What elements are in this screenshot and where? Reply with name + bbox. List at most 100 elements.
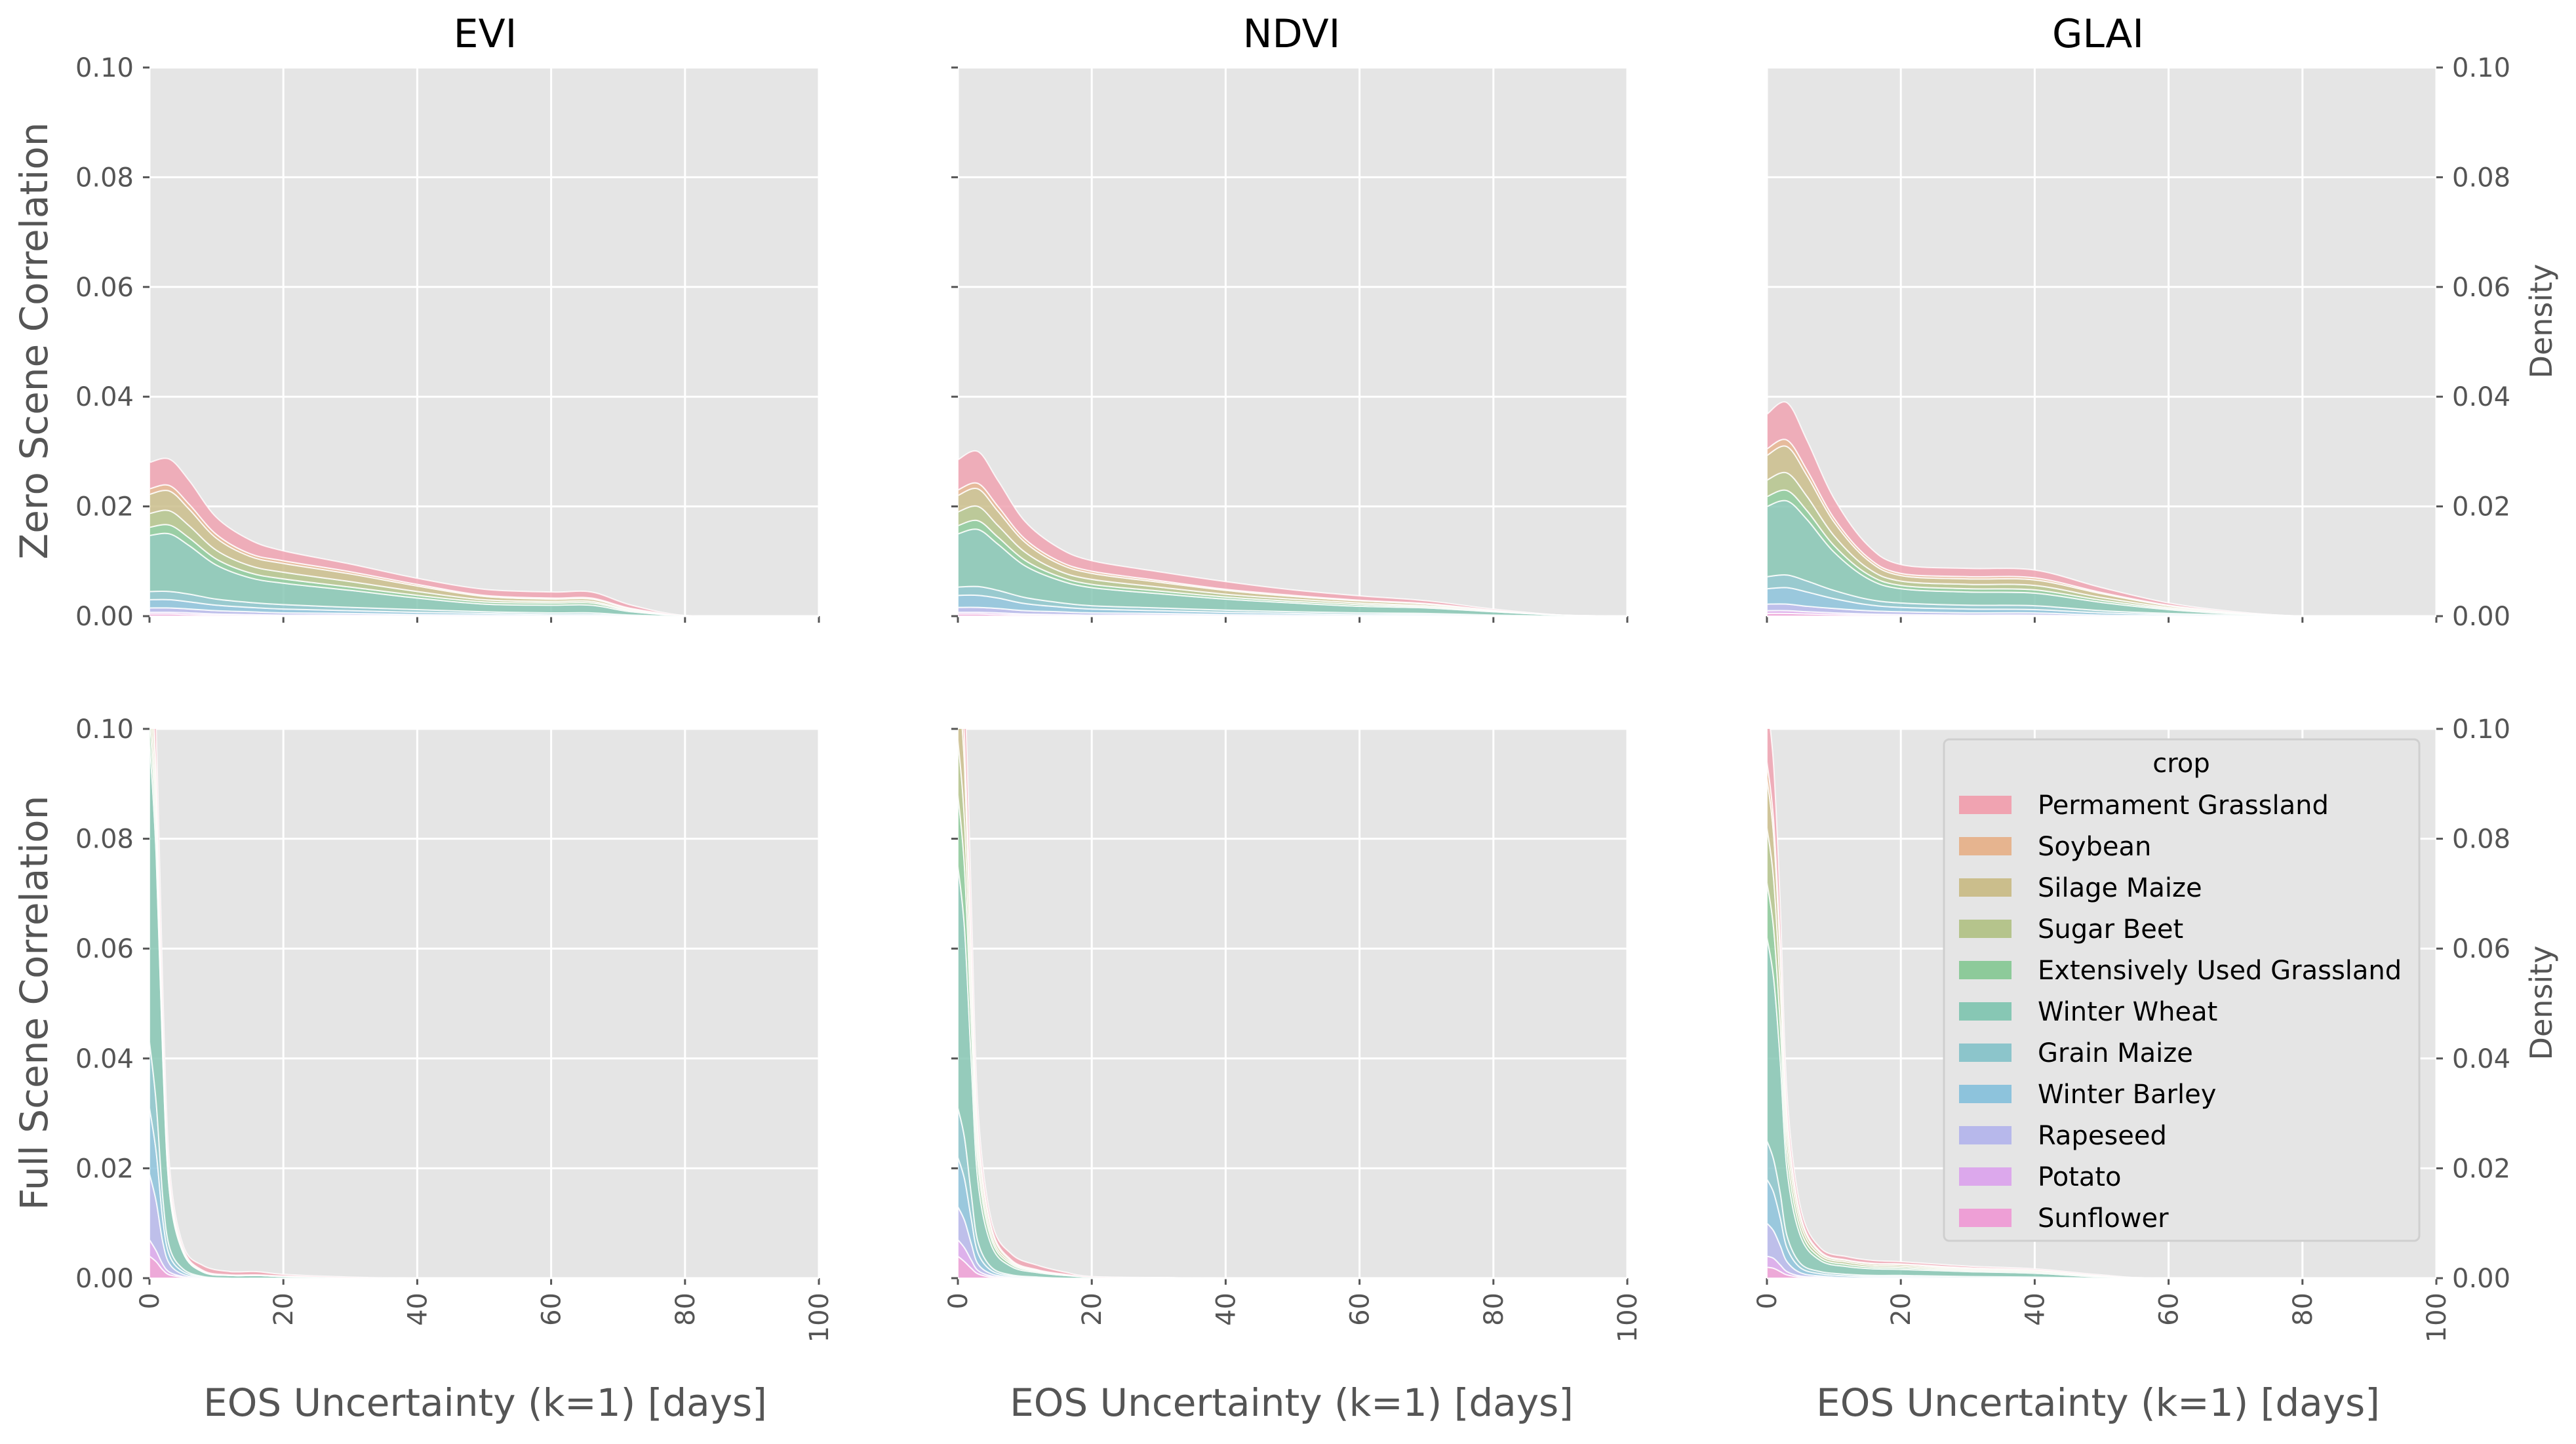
legend-label: Winter Wheat: [2038, 997, 2217, 1027]
y-tick-label: 0.08: [75, 825, 134, 855]
y-tick-label-right: 0.08: [2452, 163, 2510, 193]
y-tick-label-right: 0.10: [2452, 714, 2510, 745]
row-label-zero-scene: Zero Scene Correlation: [12, 123, 56, 560]
legend-label: Sugar Beet: [2038, 914, 2183, 945]
legend-label: Potato: [2038, 1162, 2122, 1192]
y-tick-label-right: 0.00: [2452, 602, 2510, 632]
legend-swatch: [1959, 961, 2011, 979]
y-tick-label: 0.00: [75, 1264, 134, 1294]
x-tick-label: 0: [135, 1293, 165, 1309]
x-tick-label: 80: [671, 1293, 701, 1326]
legend-label: Soybean: [2038, 832, 2151, 862]
x-tick-label: 100: [1613, 1293, 1643, 1342]
legend-label: Rapeseed: [2038, 1121, 2167, 1151]
legend-item-permament-grassland: Permament Grassland: [1959, 790, 2329, 821]
legend-label: Extensively Used Grassland: [2038, 956, 2402, 986]
legend-label: Silage Maize: [2038, 873, 2202, 903]
plot-background: [149, 68, 819, 616]
stack-areas: [149, 729, 819, 1278]
legend-item-sunflower: Sunflower: [1959, 1203, 2169, 1234]
y-tick-label-right: 0.02: [2452, 492, 2510, 522]
legend-swatch: [1959, 1085, 2011, 1103]
x-axis-label-ndvi: EOS Uncertainty (k=1) [days]: [1010, 1380, 1574, 1425]
x-axis-label-evi: EOS Uncertainty (k=1) [days]: [203, 1380, 767, 1425]
legend: crop Permament Grassland Soybean Silage Ma…: [1943, 738, 2421, 1242]
area-permament-grassland: [1767, 729, 2436, 1278]
legend-item-soybean: Soybean: [1959, 832, 2151, 862]
y-tick-label: 0.04: [75, 1044, 134, 1074]
legend-swatch: [1959, 1002, 2011, 1021]
legend-item-rapeseed: Rapeseed: [1959, 1121, 2167, 1151]
panel-evi-zero: 0.00 0.02 0.04 0.06 0.08 0.10: [75, 53, 820, 632]
x-tick-label: 40: [1211, 1293, 1241, 1326]
legend-swatch: [1959, 837, 2011, 855]
stack-areas: [1767, 729, 2436, 1278]
plot-background: [958, 729, 1627, 1278]
x-tick-label: 80: [1479, 1293, 1509, 1326]
x-tick-label: 40: [403, 1293, 433, 1326]
x-tick-label: 0: [943, 1293, 974, 1309]
x-tick-label: 40: [2020, 1293, 2050, 1326]
legend-label: Winter Barley: [2038, 1080, 2216, 1110]
labels-layer: EVI NDVI GLAI Zero Scene Correlation Ful…: [12, 11, 2559, 1425]
x-tick-label: 60: [1345, 1293, 1376, 1326]
right-axis-label-bottom: Density: [2524, 946, 2559, 1061]
legend-item-winter-barley: Winter Barley: [1959, 1080, 2216, 1110]
legend-box: [1943, 738, 2421, 1242]
column-title-evi: EVI: [454, 11, 517, 57]
legend-swatch: [1959, 1209, 2011, 1227]
right-axis-label-top: Density: [2524, 264, 2559, 379]
y-tick-label-right: 0.10: [2452, 53, 2510, 83]
x-axis-label-glai: EOS Uncertainty (k=1) [days]: [1816, 1380, 2380, 1425]
y-tick-label-right: 0.06: [2452, 273, 2510, 303]
legend-item-silage-maize: Silage Maize: [1959, 873, 2202, 903]
legend-entries: Permament Grassland Soybean Silage Maize Su…: [1959, 790, 2402, 1234]
y-tick-label-right: 0.00: [2452, 1264, 2510, 1294]
legend-label: Permament Grassland: [2038, 790, 2329, 821]
y-tick-label: 0.00: [75, 602, 134, 632]
y-tick-label-right: 0.06: [2452, 934, 2510, 964]
stack-areas: [149, 458, 819, 616]
plot-background: [149, 729, 819, 1278]
y-tick-label: 0.08: [75, 163, 134, 193]
legend-item-potato: Potato: [1959, 1162, 2122, 1192]
y-tick-label-right: 0.02: [2452, 1154, 2510, 1184]
column-title-glai: GLAI: [2052, 11, 2144, 57]
stack-areas: [958, 450, 1627, 616]
x-tick-label: 20: [269, 1293, 299, 1326]
legend-item-winter-wheat: Winter Wheat: [1959, 997, 2217, 1027]
x-tick-label: 0: [1753, 1293, 1783, 1309]
x-tick-label: 20: [1886, 1293, 1916, 1326]
panel-ndvi-full: 0 20 40 60 80 100: [943, 728, 1643, 1342]
x-tick-label: 60: [537, 1293, 567, 1326]
legend-title: crop: [2152, 749, 2209, 779]
y-tick-label: 0.02: [75, 1154, 134, 1184]
y-tick-label-right: 0.04: [2452, 382, 2510, 412]
panel-glai-zero: 0.00 0.02 0.04 0.06 0.08 0.10: [1766, 53, 2510, 632]
x-tick-label: 80: [2288, 1293, 2318, 1326]
legend-label: Grain Maize: [2038, 1038, 2193, 1068]
y-tick-label: 0.06: [75, 934, 134, 964]
x-tick-label: 100: [2422, 1293, 2452, 1342]
legend-label: Sunflower: [2038, 1203, 2169, 1234]
legend-swatch: [1959, 878, 2011, 897]
legend-swatch: [1959, 1044, 2011, 1062]
stack-areas: [1767, 401, 2436, 616]
plot-background: [1767, 68, 2436, 616]
legend-swatch: [1959, 920, 2011, 938]
x-tick-label: 100: [804, 1293, 835, 1342]
x-tick-label: 60: [2154, 1293, 2185, 1326]
column-title-ndvi: NDVI: [1243, 11, 1341, 57]
legend-item-grain-maize: Grain Maize: [1959, 1038, 2193, 1068]
area-permament-grassland: [153, 729, 819, 1278]
y-tick-label-right: 0.08: [2452, 825, 2510, 855]
legend-item-sugar-beet: Sugar Beet: [1959, 914, 2183, 945]
plot-background: [958, 68, 1627, 616]
area-permament-grassland: [1767, 401, 2436, 616]
y-tick-label: 0.06: [75, 273, 134, 303]
y-tick-label: 0.02: [75, 492, 134, 522]
panel-evi-full: 0 20 40 60 80 100 0.00 0.02 0.04 0.06 0.08 0.10: [75, 714, 835, 1342]
area-permament-grassland: [958, 450, 1627, 616]
row-label-full-scene: Full Scene Correlation: [12, 796, 56, 1211]
